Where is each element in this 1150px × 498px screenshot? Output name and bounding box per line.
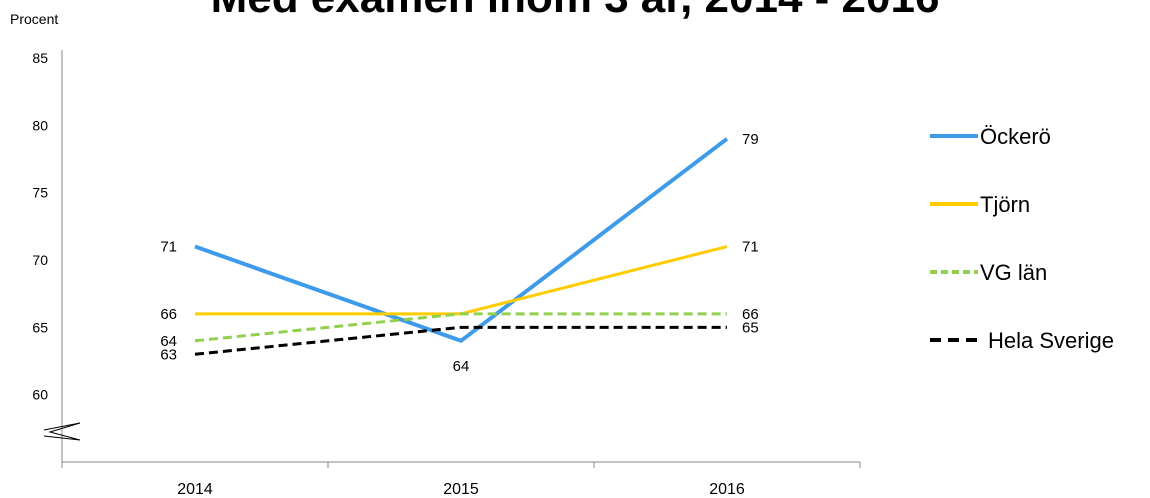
legend-label: Tjörn [980, 192, 1030, 217]
data-label: 64 [160, 333, 177, 350]
legend-label: VG län [980, 260, 1047, 285]
chart-title: Med examen inom 3 år, 2014 - 2016 [211, 0, 940, 22]
y-tick-label: 85 [32, 50, 48, 66]
data-label: 64 [453, 358, 470, 375]
data-label: 63 [160, 346, 177, 363]
y-axis-label: Procent [10, 11, 58, 27]
data-label: 71 [742, 239, 759, 256]
y-tick-label: 75 [32, 185, 48, 201]
y-tick-label: 70 [32, 252, 48, 268]
data-label: 66 [742, 306, 759, 323]
series-line [195, 245, 728, 316]
x-tick-label: 2016 [709, 481, 745, 498]
series-line [194, 325, 727, 356]
data-label: 79 [742, 131, 759, 148]
series-line [194, 137, 729, 344]
x-tick-label: 2015 [443, 481, 479, 498]
legend-label: Hela Sverige [988, 328, 1114, 353]
y-tick-label: 65 [32, 319, 48, 335]
y-tick-label: 60 [32, 387, 48, 403]
legend-label: Öckerö [980, 124, 1051, 149]
data-label: 65 [742, 319, 759, 336]
axis-break [43, 422, 81, 441]
y-tick-label: 80 [32, 117, 48, 133]
data-label: 71 [160, 239, 177, 256]
data-label: 66 [160, 306, 177, 323]
x-tick-label: 2014 [177, 481, 213, 498]
series-line [194, 312, 727, 343]
